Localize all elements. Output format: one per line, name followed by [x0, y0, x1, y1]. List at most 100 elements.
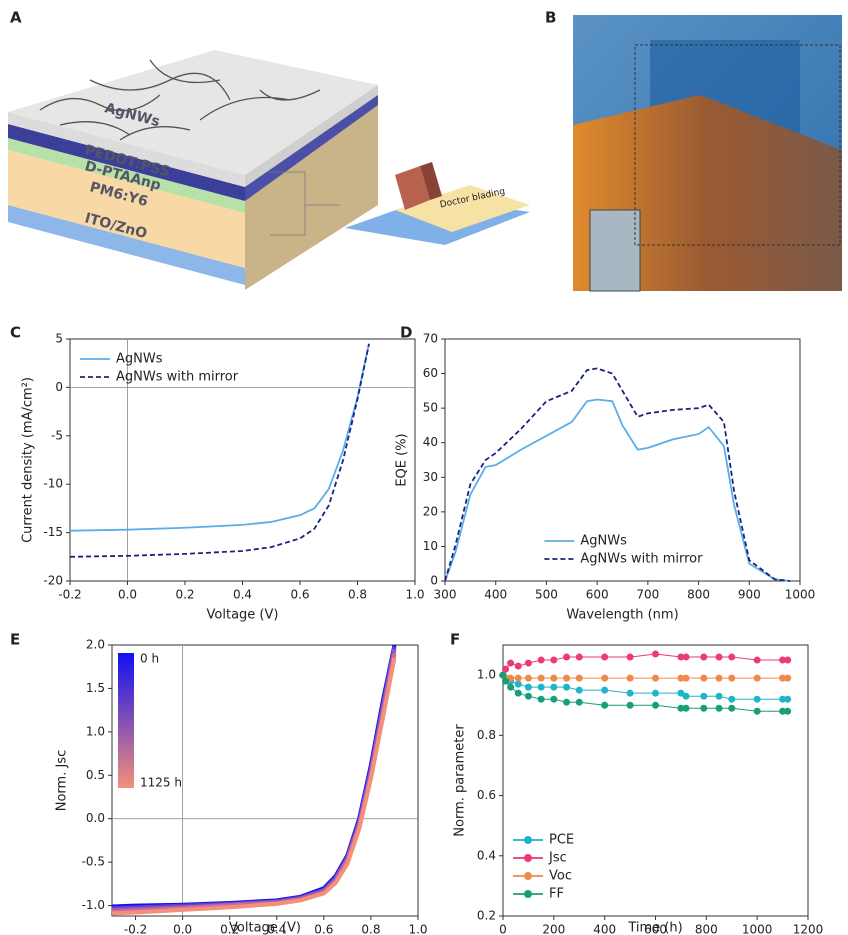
- legend-label: Voc: [549, 869, 572, 884]
- data-point: [683, 705, 690, 712]
- data-point: [716, 675, 723, 682]
- data-point: [754, 708, 761, 715]
- legend-label: PCE: [549, 833, 574, 848]
- x-tick-label: 900: [738, 588, 761, 602]
- data-point: [784, 708, 791, 715]
- x-tick-label: 1.0: [405, 588, 424, 602]
- x-tick-label: 1000: [742, 923, 773, 935]
- legend-marker: [524, 836, 532, 844]
- y-tick-label: 2.0: [86, 638, 105, 652]
- data-point: [538, 684, 545, 691]
- data-point: [716, 654, 723, 661]
- x-tick-label: 0.0: [118, 588, 137, 602]
- data-point: [652, 690, 659, 697]
- y-tick-label: 70: [423, 332, 438, 346]
- x-axis-title: Time (h): [627, 921, 682, 935]
- y-tick-label: -20: [43, 574, 63, 588]
- data-point: [576, 654, 583, 661]
- x-tick-label: -0.2: [124, 923, 147, 935]
- data-point: [754, 675, 761, 682]
- y-tick-label: 40: [423, 435, 438, 449]
- panel-label: A: [10, 9, 22, 27]
- data-point: [627, 654, 634, 661]
- legend-label: AgNWs: [116, 352, 163, 367]
- data-point: [550, 684, 557, 691]
- legend-marker: [524, 872, 532, 880]
- data-point: [754, 696, 761, 703]
- x-axis-title: Voltage (V): [229, 921, 301, 935]
- data-point: [728, 696, 735, 703]
- series-line: [445, 368, 790, 581]
- x-tick-label: 700: [636, 588, 659, 602]
- x-axis-title: Voltage (V): [207, 608, 279, 623]
- x-tick-label: 800: [695, 923, 718, 935]
- legend-label: AgNWs: [580, 534, 627, 549]
- x-tick-label: 0: [499, 923, 507, 935]
- data-point: [563, 699, 570, 706]
- y-tick-label: -0.5: [82, 855, 105, 869]
- data-point: [728, 654, 735, 661]
- x-tick-label: 800: [687, 588, 710, 602]
- y-tick-label: 1.5: [86, 681, 105, 695]
- x-tick-label: 0.8: [348, 588, 367, 602]
- data-point: [601, 687, 608, 694]
- data-point: [507, 684, 514, 691]
- x-tick-label: 600: [586, 588, 609, 602]
- x-tick-label: 0.4: [233, 588, 252, 602]
- y-tick-label: -5: [51, 428, 63, 442]
- x-tick-label: 0.2: [175, 588, 194, 602]
- panel-label: B: [545, 9, 556, 27]
- y-tick-label: 0: [430, 574, 438, 588]
- data-point: [563, 654, 570, 661]
- data-point: [525, 693, 532, 700]
- data-point: [550, 696, 557, 703]
- data-point: [716, 693, 723, 700]
- y-tick-label: 60: [423, 366, 438, 380]
- data-point: [550, 657, 557, 664]
- data-point: [652, 675, 659, 682]
- y-tick-label: 30: [423, 470, 438, 484]
- data-point: [627, 675, 634, 682]
- data-point: [700, 654, 707, 661]
- y-axis-title: Current density (mA/cm²): [21, 377, 36, 543]
- data-point: [525, 660, 532, 667]
- y-tick-label: 50: [423, 401, 438, 415]
- panel-label: E: [10, 631, 20, 649]
- data-point: [515, 681, 522, 688]
- y-tick-label: 0.2: [477, 909, 496, 923]
- data-point: [563, 675, 570, 682]
- y-tick-label: 0.5: [86, 768, 105, 782]
- data-point: [515, 663, 522, 670]
- data-point: [538, 696, 545, 703]
- panel-label: F: [450, 631, 460, 649]
- data-point: [502, 666, 509, 673]
- y-tick-label: 0: [55, 380, 63, 394]
- y-tick-label: 5: [55, 332, 63, 346]
- legend-label: AgNWs with mirror: [116, 370, 239, 385]
- x-tick-label: 0.6: [290, 588, 309, 602]
- x-tick-label: -0.2: [58, 588, 81, 602]
- x-tick-label: 500: [535, 588, 558, 602]
- x-tick-label: 1200: [793, 923, 824, 935]
- data-point: [525, 675, 532, 682]
- data-point: [627, 702, 634, 709]
- legend-marker: [524, 854, 532, 862]
- data-point: [784, 696, 791, 703]
- data-point: [683, 675, 690, 682]
- data-point: [652, 702, 659, 709]
- data-point: [627, 690, 634, 697]
- data-point: [683, 654, 690, 661]
- data-point: [784, 675, 791, 682]
- x-tick-label: 1000: [785, 588, 816, 602]
- data-point: [700, 675, 707, 682]
- y-tick-label: 20: [423, 504, 438, 518]
- data-point: [502, 678, 509, 685]
- series-line: [503, 654, 788, 675]
- data-point: [500, 672, 507, 679]
- data-point: [507, 660, 514, 667]
- x-tick-label: 400: [593, 923, 616, 935]
- data-point: [700, 693, 707, 700]
- legend-marker: [524, 890, 532, 898]
- x-tick-label: 0.0: [173, 923, 192, 935]
- x-tick-label: 1.0: [408, 923, 427, 935]
